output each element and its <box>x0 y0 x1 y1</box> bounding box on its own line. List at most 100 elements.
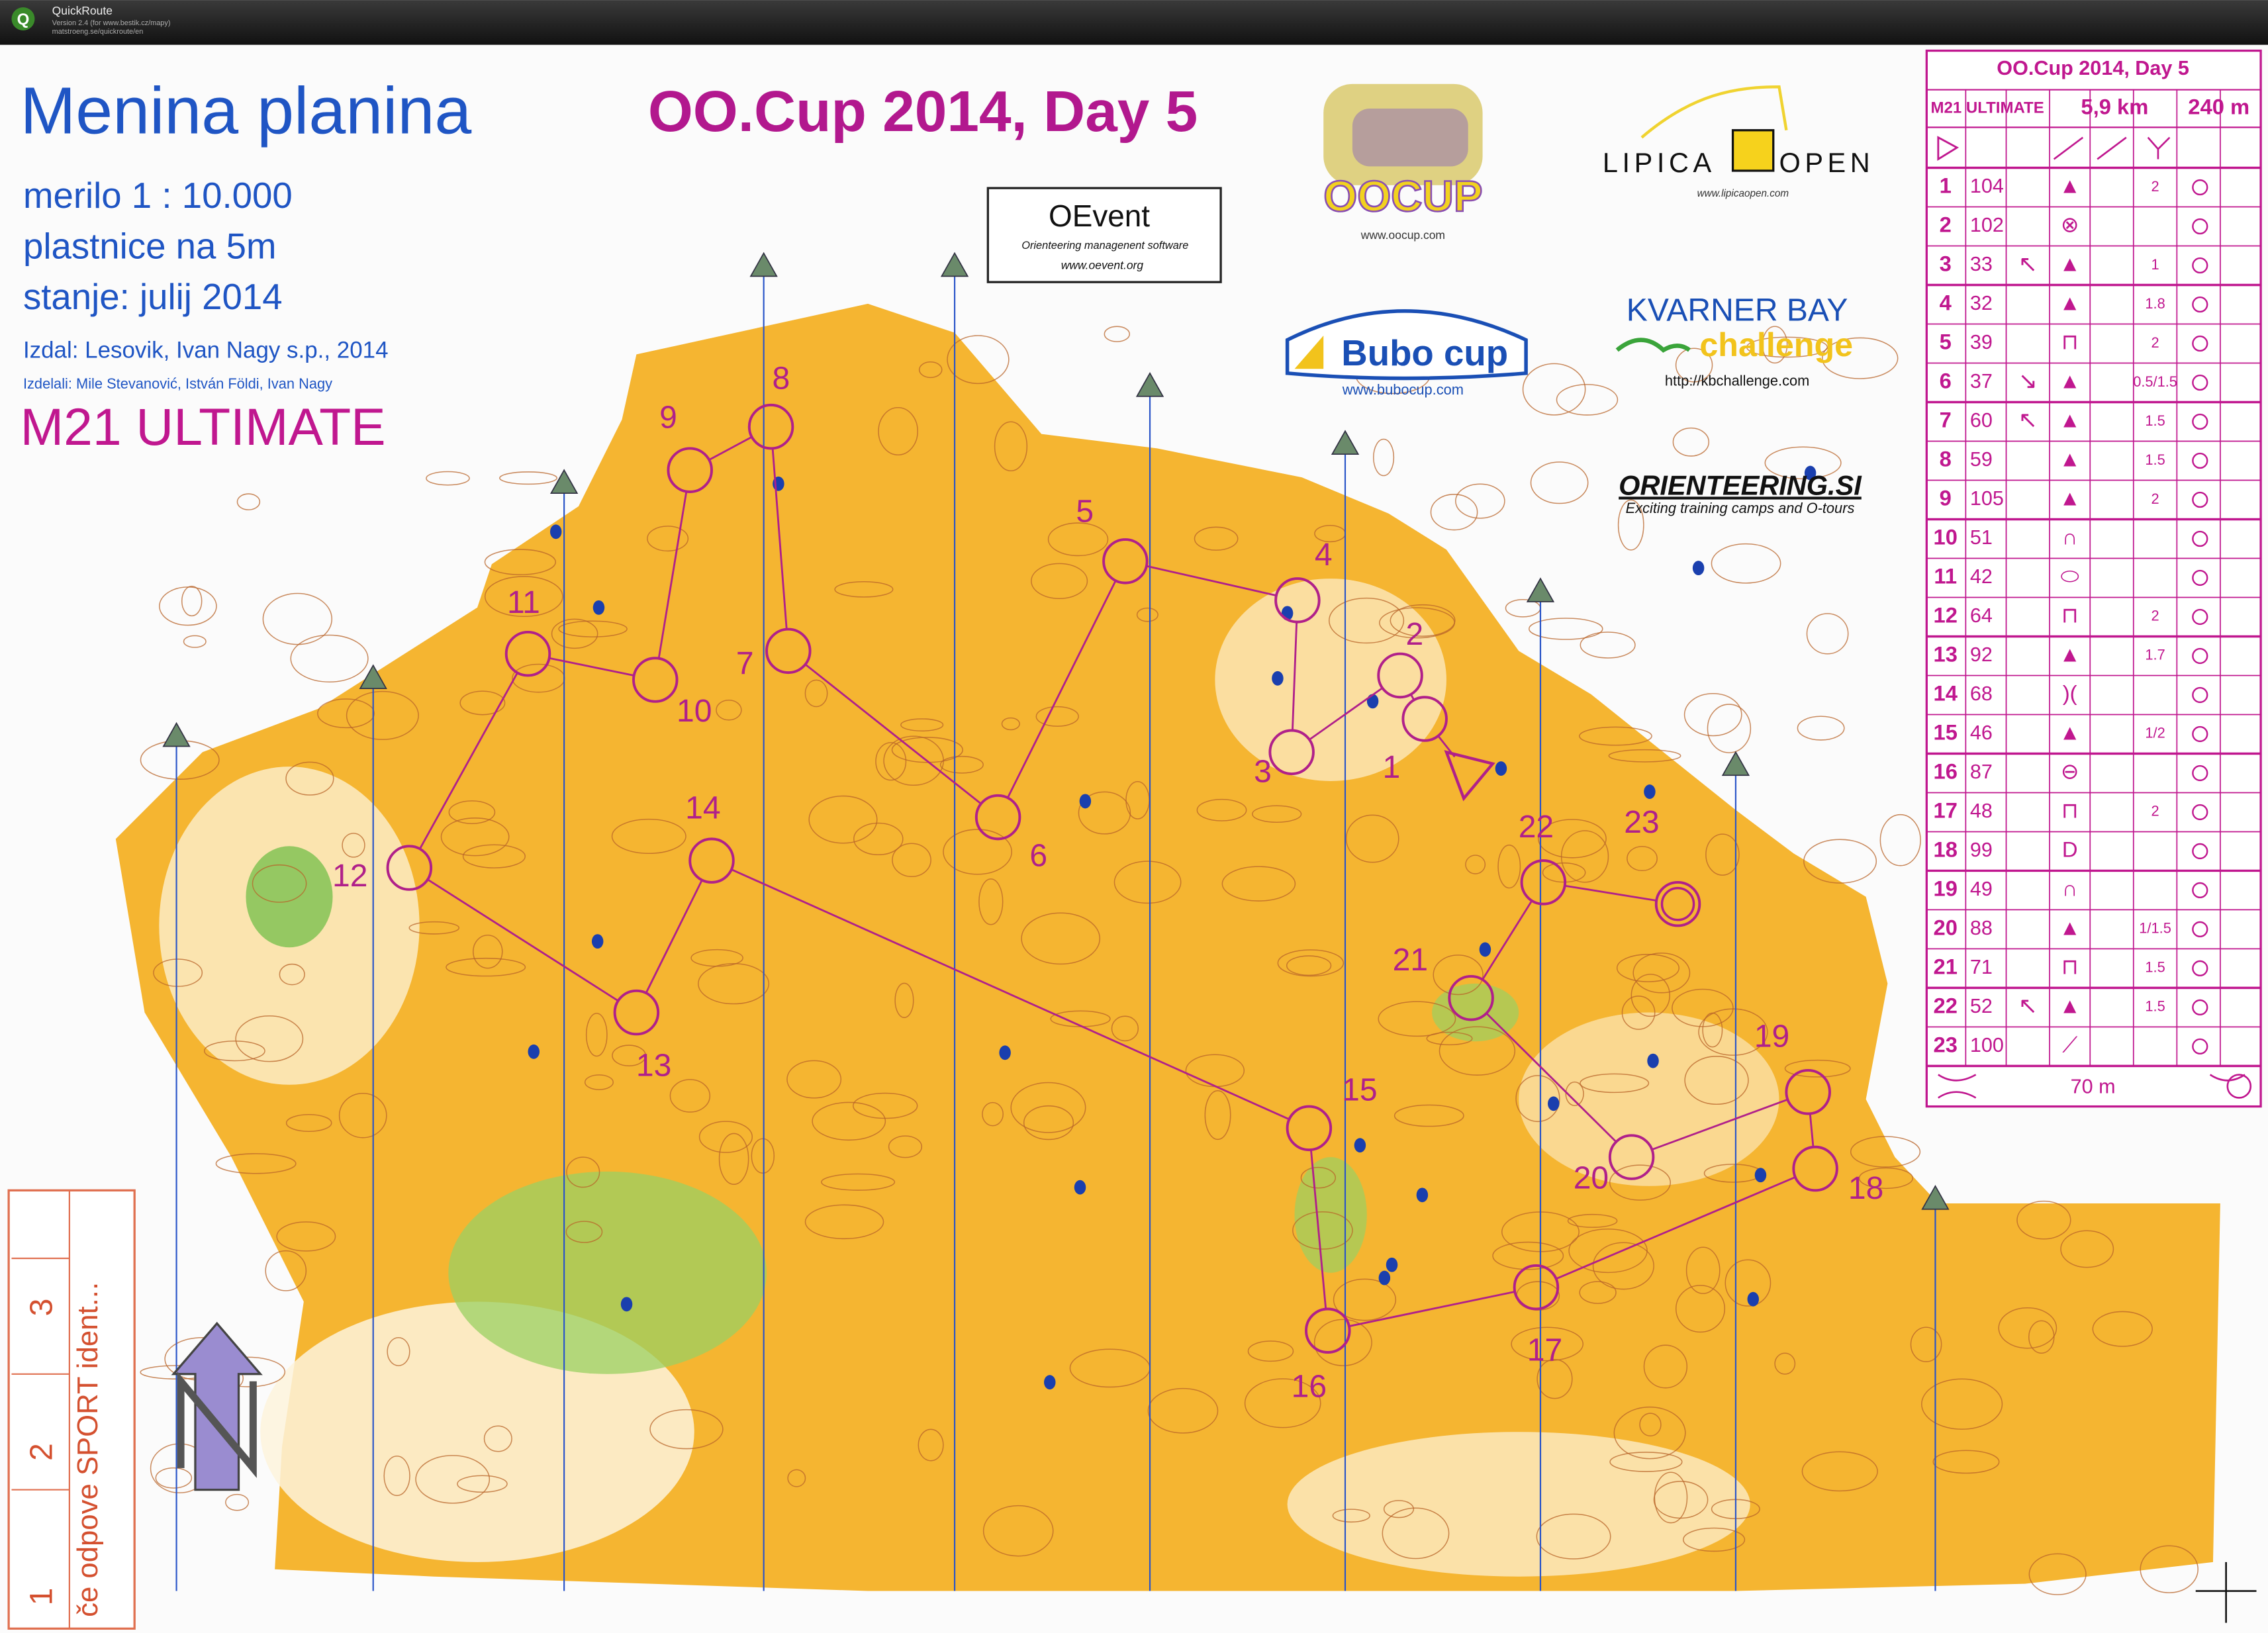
control-code: 92 <box>1970 643 1993 666</box>
control-direction: ↖ <box>2018 993 2038 1019</box>
control-code: 46 <box>1970 722 1993 744</box>
contour-line <box>875 742 907 781</box>
water <box>1647 1053 1659 1068</box>
contour-line <box>1194 526 1239 551</box>
control-number: 1 <box>1383 749 1401 785</box>
contour-line <box>812 1101 886 1141</box>
control-number: 23 <box>1934 1033 1958 1057</box>
contour-line <box>1613 1406 1686 1460</box>
control-circle <box>765 628 812 675</box>
contour-line <box>1439 1026 1516 1076</box>
control-code: 48 <box>1970 800 1993 822</box>
contour-line <box>290 634 369 683</box>
bubo-logo: Bubo cup <box>1341 333 1508 373</box>
control-number: 23 <box>1624 804 1659 840</box>
contour-line <box>690 949 743 967</box>
contour-line <box>225 1493 250 1511</box>
water <box>549 524 562 539</box>
contour-line <box>982 1101 1004 1127</box>
contour-line <box>1762 326 1788 364</box>
control-circle <box>1520 859 1567 906</box>
control-circle <box>1305 1307 1351 1354</box>
contour-line <box>1492 1241 1564 1270</box>
contour-line <box>1608 749 1681 763</box>
course-leg <box>731 868 1290 1121</box>
north-line-arrow <box>1721 751 1750 776</box>
contour-line <box>483 1425 512 1452</box>
contour-line <box>1378 1001 1456 1037</box>
control-number: 9 <box>1940 486 1952 510</box>
contour-line <box>1247 1340 1294 1362</box>
control-location <box>2192 335 2208 352</box>
contour-line <box>698 962 770 1005</box>
north-line-arrow <box>940 252 969 277</box>
control-number: 18 <box>1934 837 1958 862</box>
oocup-logo: OOCUP <box>1323 172 1482 220</box>
course-leg <box>549 657 634 677</box>
contour-line <box>446 957 526 977</box>
kvarner-wave <box>1615 338 1691 353</box>
contour-line <box>1806 613 1849 655</box>
corner-mark <box>2195 1562 2257 1623</box>
contour-line <box>808 795 878 844</box>
water <box>1378 1270 1391 1285</box>
control-dimension: 0.5/1.5 <box>2133 373 2177 390</box>
contour-line <box>346 690 419 740</box>
contour-line <box>978 878 1004 925</box>
backup-box: 1 2 3 če odpove SPORT ident... <box>7 1189 136 1630</box>
control-feature: ▲ <box>2059 291 2080 315</box>
control-number: 13 <box>1934 642 1958 667</box>
course-leg <box>1486 1012 1617 1143</box>
contour-line <box>982 1505 1054 1557</box>
contour-line <box>262 592 333 645</box>
control-circle <box>1792 1145 1838 1192</box>
contour-line <box>215 1153 297 1174</box>
contour-line <box>183 635 207 648</box>
control-feature: ▲ <box>2059 369 2080 393</box>
control-number: 16 <box>1292 1368 1327 1404</box>
control-location <box>2192 647 2208 665</box>
control-code: 100 <box>1970 1034 2004 1056</box>
contour-line <box>2140 1545 2198 1593</box>
contour-line <box>387 1336 410 1366</box>
water <box>1044 1375 1056 1390</box>
control-number: 18 <box>1848 1170 1883 1206</box>
control-feature: ▲ <box>2059 173 2080 198</box>
open-land <box>1215 579 1446 781</box>
contour-line <box>426 471 470 486</box>
control-location <box>2192 452 2208 469</box>
contour-line <box>1104 326 1131 342</box>
contour-line <box>1373 438 1395 477</box>
north-line-arrow <box>359 664 387 690</box>
contour-line <box>265 1250 307 1291</box>
oocup-bear-shade <box>1352 108 1468 167</box>
control-code: 68 <box>1970 682 1993 705</box>
contour-line <box>1292 1211 1353 1250</box>
contour-line <box>698 1121 753 1153</box>
start-symbol <box>1937 136 1960 161</box>
control-circle <box>386 845 433 891</box>
control-location <box>2192 843 2208 860</box>
sheet-event: OO.Cup 2014, Day 5 <box>1997 57 2189 79</box>
north-line-arrow <box>749 252 778 277</box>
contour-line <box>181 585 203 617</box>
control-circle <box>1448 974 1494 1021</box>
contour-line <box>751 1138 775 1174</box>
contour-line <box>1147 1387 1219 1434</box>
control-code: 42 <box>1970 565 1993 588</box>
control-feature: ▲ <box>2059 486 2080 510</box>
contour-line <box>1707 704 1752 753</box>
contour-line <box>1609 1452 1683 1472</box>
contour-line <box>252 864 307 903</box>
contour-line <box>342 833 365 858</box>
control-location <box>2192 960 2208 977</box>
control-description-sheet: OO.Cup 2014, Day 5 M21 ULTIMATE 5,9 km 2… <box>1925 49 2262 1108</box>
contour-line <box>647 526 689 552</box>
contour-line <box>1394 1104 1464 1127</box>
app-icon[interactable] <box>11 7 35 30</box>
contour-line <box>1001 717 1020 731</box>
oevent-tagline: Orienteering managenent software <box>1021 240 1188 252</box>
control-number: 20 <box>1574 1160 1609 1196</box>
contour-line <box>612 1045 647 1066</box>
control-circle <box>688 837 735 884</box>
